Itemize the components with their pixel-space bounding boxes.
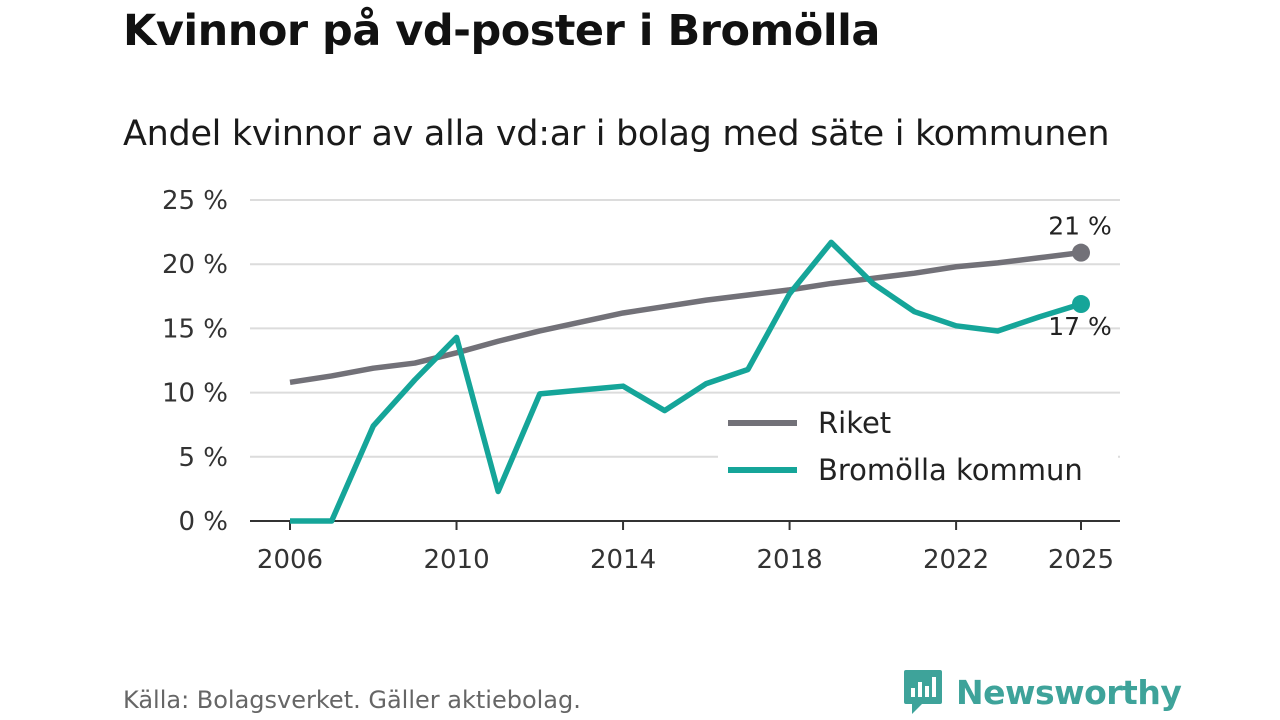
y-tick-label: 5 %	[178, 443, 228, 473]
series-endpoint-1	[1072, 295, 1090, 314]
legend-label-0: Riket	[818, 406, 891, 440]
y-tick-label: 25 %	[162, 186, 228, 216]
series-endpoint-0	[1072, 243, 1090, 262]
series-lines: 21 % 17 %	[289, 212, 1112, 524]
x-tick-label: 2025	[1048, 545, 1114, 575]
series-line-1	[290, 239, 1082, 524]
newsworthy-logo-icon	[904, 670, 942, 714]
x-tick-label: 2010	[423, 545, 489, 575]
series-end-label-1: 17 %	[1048, 312, 1112, 341]
axes: 0 % 5 % 10 % 15 % 20 % 25 % 2006 2010 2014 2018 20…	[162, 186, 1120, 575]
source-note: Källa: Bolagsverket. Gäller aktiebolag.	[123, 686, 581, 714]
y-tick-label: 15 %	[162, 314, 228, 344]
x-tick-label: 2006	[257, 545, 323, 575]
y-tick-label: 20 %	[162, 250, 228, 280]
x-tick-label: 2018	[756, 545, 822, 575]
y-tick-label: 10 %	[162, 379, 228, 409]
series-end-label-0: 21 %	[1048, 212, 1112, 241]
legend-background	[718, 400, 1118, 497]
brand-logo: Newsworthy	[902, 668, 1182, 716]
legend: Riket Bromölla kommun	[718, 400, 1118, 497]
y-tick-label: 0 %	[178, 507, 228, 537]
x-tick-label: 2022	[923, 545, 989, 575]
chart-subtitle: Andel kvinnor av alla vd:ar i bolag med …	[123, 114, 1110, 154]
chart-title: Kvinnor på vd-poster i Bromölla	[123, 6, 880, 56]
legend-label-1: Bromölla kommun	[818, 453, 1083, 487]
x-tick-label: 2014	[590, 545, 656, 575]
series-line-0	[289, 249, 1082, 386]
brand-name: Newsworthy	[956, 672, 1182, 712]
